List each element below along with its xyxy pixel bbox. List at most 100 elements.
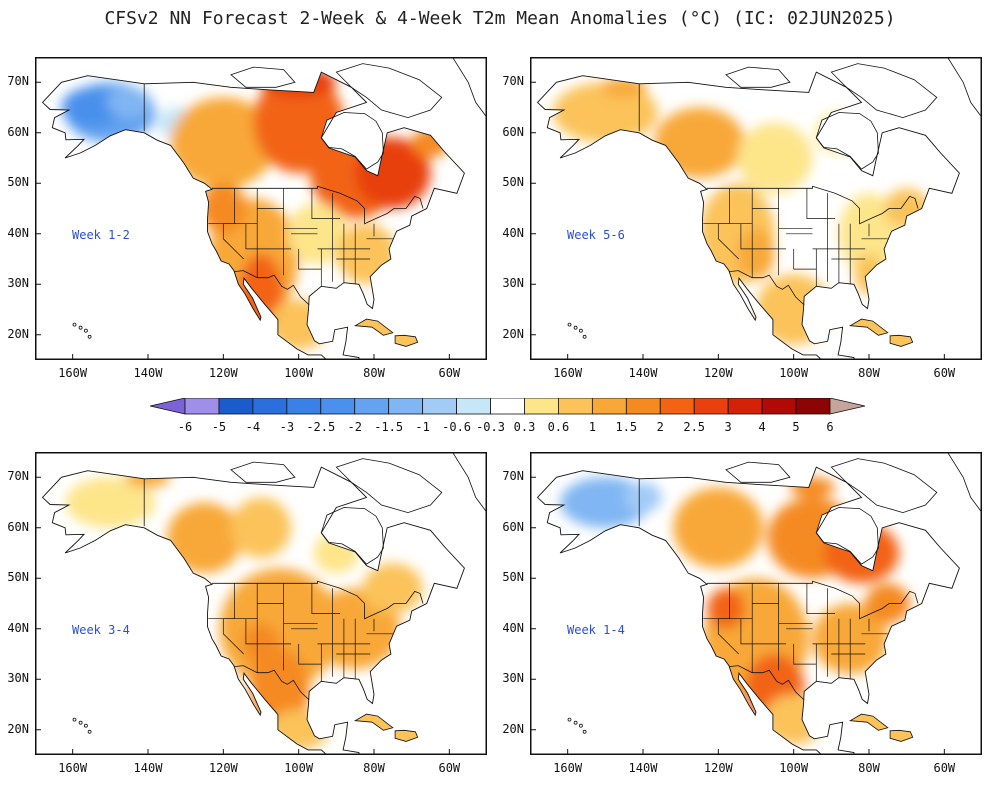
- anomaly-region: [336, 223, 397, 285]
- lat-label: 40N: [7, 620, 29, 635]
- anomaly-map: Week 5-6: [530, 57, 982, 360]
- colorbar-tick-label: 6: [826, 420, 834, 434]
- anomaly-region: [756, 274, 832, 345]
- lon-label: 120W: [703, 761, 733, 775]
- colorbar-swatch: [218, 397, 254, 415]
- colorbar-tick-label: -2.5: [306, 420, 336, 434]
- map-frame: [530, 452, 982, 755]
- lon-label: 140W: [133, 761, 163, 775]
- lat-label: 20N: [502, 721, 524, 736]
- panel-label: Week 1-2: [72, 228, 130, 242]
- colorbar-tick-label: -3: [279, 420, 295, 434]
- colorbar-left-arrow: [149, 397, 186, 415]
- lat-label: 70N: [502, 469, 524, 484]
- colorbar-swatch: [761, 397, 797, 415]
- lon-label: 80W: [363, 366, 385, 380]
- panel-label: Week 5-6: [567, 228, 625, 242]
- lon-label: 60W: [438, 761, 461, 775]
- anomaly-region: [61, 87, 122, 128]
- anomaly-region: [737, 122, 813, 194]
- lon-label: 100W: [284, 366, 314, 380]
- anomaly-region: [853, 254, 885, 295]
- anomaly-region: [707, 588, 745, 629]
- anomaly-region: [601, 77, 647, 98]
- lon-label: 140W: [133, 366, 163, 380]
- colorbar-tick-label: -1.5: [374, 420, 404, 434]
- colorbar-tick-label: 0.3: [513, 420, 536, 434]
- map-panel-4: Week 1-4: [530, 452, 982, 755]
- lon-label: 60W: [438, 366, 461, 380]
- colorbar-swatch: [490, 397, 525, 415]
- lon-label: 160W: [58, 761, 88, 775]
- colorbar-tick-label: 5: [792, 420, 800, 434]
- map-panel-3: Week 3-4: [35, 452, 487, 755]
- lat-label: 50N: [7, 570, 29, 585]
- colorbar-tick-label: 2: [656, 420, 664, 434]
- colorbar-right-arrow: [829, 397, 866, 415]
- lat-label: 60N: [7, 519, 29, 534]
- lon-label: 120W: [208, 761, 238, 775]
- lon-label: 140W: [628, 761, 658, 775]
- anomaly-region: [552, 82, 658, 143]
- lat-label: 20N: [7, 326, 29, 341]
- map-frame: [530, 57, 982, 360]
- anomaly-map: Week 1-2: [35, 57, 487, 360]
- colorbar-swatch: [320, 397, 356, 415]
- lon-label: 160W: [553, 366, 583, 380]
- colorbar-swatch: [184, 397, 220, 415]
- anomaly-region: [170, 97, 276, 189]
- colorbar: [149, 397, 866, 438]
- anomaly-map: Week 3-4: [35, 452, 487, 755]
- lat-label: 70N: [502, 74, 524, 89]
- lat-label: 20N: [502, 326, 524, 341]
- anomaly-region: [865, 583, 911, 624]
- colorbar-swatch: [456, 397, 491, 415]
- anomaly-region: [673, 487, 764, 569]
- lon-label: 100W: [284, 761, 314, 775]
- lon-label: 60W: [933, 761, 956, 775]
- map-panel-2: Week 5-6: [530, 57, 982, 360]
- lat-label: 60N: [502, 519, 524, 534]
- colorbar-swatch: [727, 397, 763, 415]
- colorbar-swatch: [558, 397, 593, 415]
- colorbar-tick-label: 1: [588, 420, 596, 434]
- anomaly-region: [362, 563, 423, 614]
- panel-label: Week 1-4: [567, 623, 625, 637]
- lon-label: 120W: [208, 366, 238, 380]
- lon-label: 80W: [858, 366, 880, 380]
- lon-label: 100W: [779, 366, 809, 380]
- colorbar-swatch: [286, 397, 322, 415]
- colorbar-swatch: [795, 397, 831, 415]
- lon-label: 160W: [58, 366, 88, 380]
- anomaly-region: [624, 482, 662, 513]
- colorbar-swatch: [591, 397, 627, 415]
- colorbar-tick-label: -4: [245, 420, 261, 434]
- colorbar-tick-label: -6: [177, 420, 193, 434]
- colorbar-swatch: [659, 397, 695, 415]
- colorbar-tick-label: -5: [211, 420, 227, 434]
- colorbar-tick-label: 0.6: [547, 420, 570, 434]
- lat-label: 40N: [502, 620, 524, 635]
- colorbar-tick-label: 3: [724, 420, 732, 434]
- anomaly-region: [230, 497, 292, 559]
- colorbar-swatch: [625, 397, 661, 415]
- lat-label: 30N: [7, 276, 29, 291]
- anomaly-region: [106, 87, 152, 118]
- lat-label: 30N: [502, 276, 524, 291]
- panel-label: Week 3-4: [72, 623, 130, 637]
- lon-label: 80W: [363, 761, 385, 775]
- anomaly-region: [166, 502, 243, 574]
- colorbar-tick-label: 4: [758, 420, 766, 434]
- map-frame: [35, 452, 487, 755]
- colorbar-swatch: [422, 397, 457, 415]
- map-frame: [35, 57, 487, 360]
- lat-label: 20N: [7, 721, 29, 736]
- lat-label: 40N: [502, 225, 524, 240]
- colorbar-swatches: [149, 397, 866, 415]
- anomaly-map: Week 1-4: [530, 452, 982, 755]
- colorbar-swatch: [693, 397, 729, 415]
- colorbar-swatch: [252, 397, 288, 415]
- lon-label: 140W: [628, 366, 658, 380]
- page-title: CFSv2 NN Forecast 2-Week & 4-Week T2m Me…: [104, 8, 896, 29]
- lat-label: 30N: [7, 671, 29, 686]
